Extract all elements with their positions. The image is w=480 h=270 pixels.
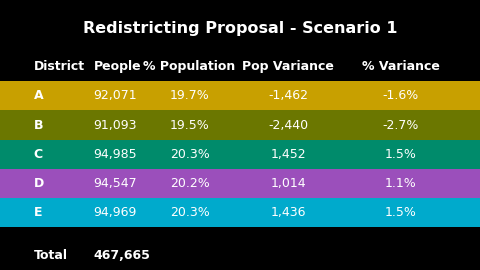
Text: 94,985: 94,985 [94, 148, 137, 161]
Text: People: People [94, 60, 141, 73]
Text: 467,665: 467,665 [94, 249, 150, 262]
Text: 1.5%: 1.5% [385, 148, 417, 161]
Text: A: A [34, 89, 43, 102]
Bar [0, 169, 480, 198]
Text: 19.5%: 19.5% [170, 119, 209, 131]
Bar [0, 110, 480, 140]
Bar [0, 198, 480, 227]
Text: Total: Total [34, 249, 68, 262]
Text: 20.2%: 20.2% [170, 177, 209, 190]
Text: C: C [34, 148, 43, 161]
Text: 19.7%: 19.7% [170, 89, 209, 102]
Text: 1.1%: 1.1% [385, 177, 417, 190]
Bar [0, 140, 480, 169]
Text: 20.3%: 20.3% [170, 148, 209, 161]
Text: % Variance: % Variance [362, 60, 440, 73]
Text: -2,440: -2,440 [268, 119, 308, 131]
Text: E: E [34, 206, 42, 219]
Text: District: District [34, 60, 85, 73]
Text: 1,436: 1,436 [270, 206, 306, 219]
Text: 1,014: 1,014 [270, 177, 306, 190]
Text: B: B [34, 119, 43, 131]
Text: 92,071: 92,071 [94, 89, 137, 102]
Text: 1.5%: 1.5% [385, 206, 417, 219]
Text: 94,969: 94,969 [94, 206, 137, 219]
Text: -2.7%: -2.7% [383, 119, 419, 131]
Text: 20.3%: 20.3% [170, 206, 209, 219]
Text: % Population: % Population [144, 60, 236, 73]
Text: -1,462: -1,462 [268, 89, 308, 102]
Text: Redistricting Proposal - Scenario 1: Redistricting Proposal - Scenario 1 [83, 21, 397, 36]
Text: Pop Variance: Pop Variance [242, 60, 334, 73]
Text: 94,547: 94,547 [94, 177, 137, 190]
Bar [0, 81, 480, 110]
Text: 91,093: 91,093 [94, 119, 137, 131]
Text: D: D [34, 177, 44, 190]
Text: 1,452: 1,452 [270, 148, 306, 161]
Text: -1.6%: -1.6% [383, 89, 419, 102]
